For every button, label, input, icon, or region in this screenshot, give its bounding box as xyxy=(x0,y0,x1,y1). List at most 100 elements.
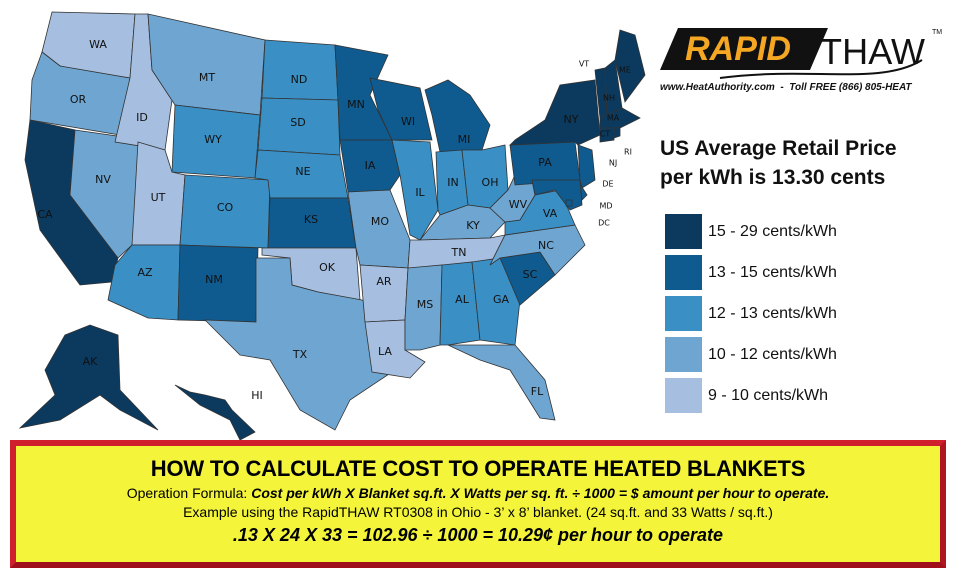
state-label-de: DE xyxy=(602,180,613,189)
example-line: Example using the RapidTHAW RT0308 in Oh… xyxy=(183,504,773,520)
state-label-wi: WI xyxy=(401,115,415,128)
state-label-tx: TX xyxy=(292,348,308,361)
formula-label: Operation Formula: xyxy=(126,485,248,501)
legend-label: 9 - 10 cents/kWh xyxy=(708,386,829,404)
headline-line-1: US Average Retail Price xyxy=(660,137,897,160)
state-label-mi: MI xyxy=(458,133,471,146)
state-label-al: AL xyxy=(455,293,470,306)
state-label-ia: IA xyxy=(365,159,376,172)
state-label-ak: AK xyxy=(83,355,99,368)
legend-item: 9 - 10 cents/kWh xyxy=(665,378,837,413)
state-mi xyxy=(424,79,491,153)
legend-label: 10 - 12 cents/kWh xyxy=(708,345,837,363)
contact-line: www.HeatAuthority.com - Toll FREE (866) … xyxy=(660,82,912,93)
phone-number: Toll FREE (866) 805-HEAT xyxy=(789,82,912,93)
state-label-wv: WV xyxy=(509,198,528,211)
state-ar xyxy=(359,264,409,323)
state-label-hi: HI xyxy=(251,389,263,402)
logo-black-banner xyxy=(660,28,828,70)
state-label-pa: PA xyxy=(538,156,552,169)
state-ia xyxy=(339,139,401,193)
state-hi xyxy=(174,384,256,440)
calc-title: HOW TO CALCULATE COST TO OPERATE HEATED … xyxy=(150,456,806,481)
state-label-ks: KS xyxy=(304,213,318,226)
plug-cord-icon xyxy=(719,59,923,79)
legend-label: 12 - 13 cents/kWh xyxy=(708,304,837,322)
state-label-ri: RI xyxy=(624,148,632,157)
legend-swatch xyxy=(665,214,702,249)
state-label-la: LA xyxy=(378,345,392,358)
legend-item: 15 - 29 cents/kWh xyxy=(665,214,837,249)
state-label-va: VA xyxy=(543,207,558,220)
state-label-ca: CA xyxy=(37,208,53,221)
website-link[interactable]: www.HeatAuthority.com xyxy=(660,82,775,93)
state-label-mn: MN xyxy=(347,98,365,111)
state-label-ne: NE xyxy=(295,165,310,178)
state-fl xyxy=(447,344,556,421)
state-label-nm: NM xyxy=(205,273,223,286)
state-dc xyxy=(565,199,573,207)
state-label-mt: MT xyxy=(199,71,215,84)
trademark: TM xyxy=(932,29,942,36)
state-ct xyxy=(599,127,615,143)
state-ma xyxy=(599,107,641,129)
state-label-id: ID xyxy=(136,111,148,124)
logo-text-rapid: RAPID xyxy=(685,30,791,68)
state-me xyxy=(614,29,646,103)
legend-item: 12 - 13 cents/kWh xyxy=(665,296,837,331)
legend-label: 13 - 15 cents/kWh xyxy=(708,263,837,281)
state-label-sc: SC xyxy=(523,268,538,281)
state-label-md: MD xyxy=(599,202,612,211)
state-ny xyxy=(508,79,601,146)
rapidthaw-logo: RAPID THAW TM xyxy=(660,28,942,79)
state-label-il: IL xyxy=(415,186,425,199)
legend-item: 10 - 12 cents/kWh xyxy=(665,337,837,372)
average-price-headline: US Average Retail Price per kWh is 13.30… xyxy=(660,134,897,192)
us-electricity-price-map: WA OR CA NV ID UT AZ MT WY CO NM ND SD NE KS OK TX MN IA MO… xyxy=(18,11,646,440)
legend-label: 15 - 29 cents/kWh xyxy=(708,222,837,240)
state-label-tn: TN xyxy=(451,246,467,259)
cost-calculation-box: HOW TO CALCULATE COST TO OPERATE HEATED … xyxy=(10,440,946,568)
state-label-nh: NH xyxy=(603,94,615,103)
state-label-mo: MO xyxy=(371,215,389,228)
state-label-me: ME xyxy=(619,66,631,75)
state-nd xyxy=(261,39,339,101)
state-label-az: AZ xyxy=(137,266,153,279)
example-result: .13 X 24 X 33 = 102.96 ÷ 1000 = 10.29¢ p… xyxy=(232,525,724,545)
formula-line: Operation Formula: Cost per kWh X Blanke… xyxy=(16,485,940,501)
state-label-nj: NJ xyxy=(609,159,617,168)
state-label-dc: DC xyxy=(598,219,610,228)
state-wi xyxy=(369,77,433,141)
headline-line-2: per kWh is 13.30 cents xyxy=(660,166,886,189)
state-label-nd: ND xyxy=(291,73,308,86)
legend: 15 - 29 cents/kWh 13 - 15 cents/kWh 12 -… xyxy=(665,214,837,419)
state-nj xyxy=(577,144,596,189)
state-label-ky: KY xyxy=(466,219,480,232)
legend-swatch xyxy=(665,296,702,331)
state-mo xyxy=(347,189,411,269)
legend-item: 13 - 15 cents/kWh xyxy=(665,255,837,290)
state-label-wy: WY xyxy=(204,133,222,146)
state-label-nc: NC xyxy=(538,239,554,252)
formula-text: Cost per kWh X Blanket sq.ft. X Watts pe… xyxy=(251,485,830,501)
state-label-ms: MS xyxy=(417,298,433,311)
state-ak xyxy=(18,324,159,431)
legend-swatch xyxy=(665,378,702,413)
state-label-oh: OH xyxy=(482,176,499,189)
state-label-ok: OK xyxy=(319,261,336,274)
state-label-or: OR xyxy=(70,93,87,106)
state-label-in: IN xyxy=(447,176,458,189)
state-label-wa: WA xyxy=(89,38,107,51)
logo-text-thaw: THAW xyxy=(820,31,925,72)
state-label-ny: NY xyxy=(564,113,579,126)
state-al xyxy=(439,261,481,346)
state-label-nv: NV xyxy=(95,173,111,186)
state-label-ut: UT xyxy=(151,191,166,204)
state-label-ar: AR xyxy=(376,275,392,288)
separator: - xyxy=(780,82,784,93)
state-label-sd: SD xyxy=(290,116,305,129)
state-label-ct: CT xyxy=(600,130,611,139)
legend-swatch xyxy=(665,255,702,290)
state-label-ma: MA xyxy=(607,114,620,123)
legend-swatch xyxy=(665,337,702,372)
